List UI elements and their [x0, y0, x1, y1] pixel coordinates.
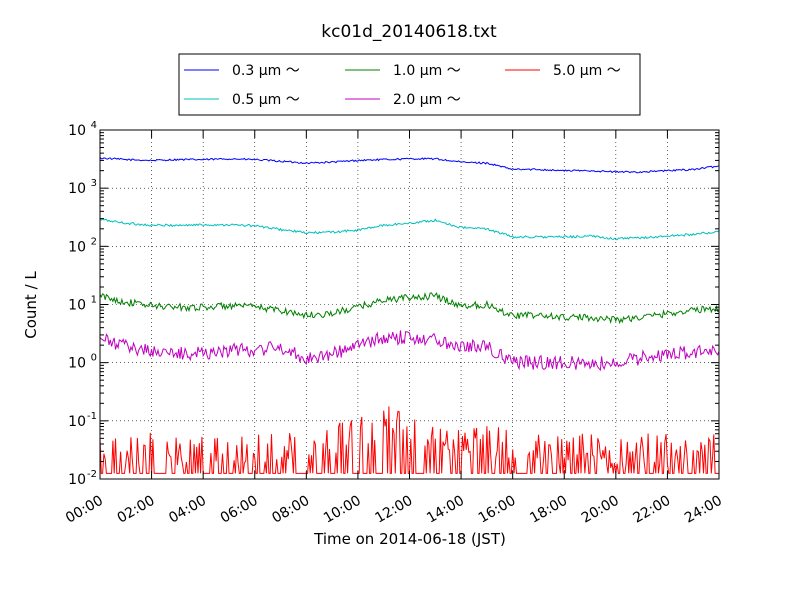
x-tick-label: 14:00: [424, 493, 467, 527]
x-tick-label: 10:00: [321, 493, 364, 527]
series-line-1: [99, 218, 720, 241]
x-tick-label: 24:00: [682, 493, 725, 527]
x-tick-label: 20:00: [579, 493, 622, 527]
series-line-4: [99, 406, 719, 474]
legend-label-0: 0.3 μm ～: [232, 63, 300, 79]
y-tick-exponent: 3: [91, 178, 97, 189]
x-tick-label: 02:00: [115, 493, 158, 527]
y-tick-label: 10: [68, 298, 86, 314]
x-tick-labels: 00:00 02:00 04:00 06:00 08:00 10:00 12:00 14:00…: [63, 493, 725, 527]
y-tick-exponent: 1: [91, 295, 97, 306]
x-tick-label: 18:00: [527, 493, 570, 527]
y-axis-label: Count / L: [22, 271, 40, 339]
y-tick-label: 10: [68, 123, 86, 139]
grid-lines: [100, 130, 719, 479]
x-tick-label: 12:00: [373, 493, 416, 527]
y-tick-exponent: 0: [91, 353, 97, 364]
series-line-3: [99, 330, 720, 372]
legend-label-4: 5.0 μm ～: [553, 63, 621, 79]
chart-title: kc01d_20140618.txt: [321, 22, 497, 42]
x-tick-label: 16:00: [476, 493, 519, 527]
y-tick-label: 10: [68, 181, 86, 197]
axis-ticks: [99, 129, 720, 480]
legend-label-3: 2.0 μm ～: [393, 92, 461, 108]
legend-label-1: 0.5 μm ～: [232, 92, 300, 108]
x-axis-label: Time on 2014-06-18 (JST): [313, 530, 506, 548]
y-tick-exponent: -2: [87, 469, 97, 480]
y-tick-label: 10: [68, 414, 86, 430]
y-tick-label: 10: [68, 356, 86, 372]
x-tick-label: 22:00: [630, 493, 673, 527]
y-tick-exponent: 2: [91, 236, 97, 247]
x-tick-label: 08:00: [269, 493, 312, 527]
legend: 0.3 μm ～ 0.5 μm ～ 1.0 μm ～ 2.0 μm ～ 5.0 μm ～: [178, 53, 641, 116]
y-tick-exponent: 4: [91, 120, 97, 131]
y-tick-exponent: -1: [87, 411, 97, 422]
legend-label-2: 1.0 μm ～: [393, 63, 461, 79]
y-tick-label: 10: [68, 239, 86, 255]
series-line-2: [99, 291, 720, 325]
x-tick-label: 04:00: [166, 493, 209, 527]
x-tick-label: 00:00: [63, 493, 106, 527]
series-line-0: [99, 157, 720, 174]
y-tick-label: 10: [68, 472, 86, 488]
legend-box: [178, 53, 641, 116]
x-tick-label: 06:00: [218, 493, 261, 527]
